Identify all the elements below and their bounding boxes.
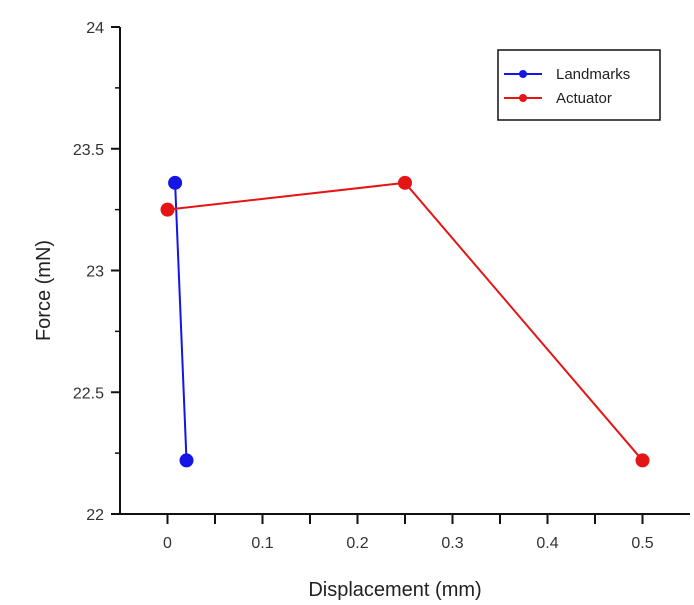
- legend-label: Landmarks: [556, 66, 630, 83]
- x-tick-label: 0.3: [441, 535, 463, 552]
- series-line-actuator: [167, 181, 644, 462]
- legend-entry-landmarks: Landmarks: [504, 66, 630, 83]
- series-landmarks: [168, 175, 194, 468]
- legend-box: [497, 49, 661, 121]
- data-point-actuator: [398, 175, 412, 190]
- legend-label: Actuator: [556, 90, 612, 107]
- x-tick-label: 0: [163, 535, 172, 552]
- y-axis-title: Force (mN): [33, 240, 55, 341]
- legend-entry-actuator: Actuator: [504, 90, 612, 107]
- x-tick-label: 0.2: [346, 535, 368, 552]
- series-actuator: [160, 175, 650, 468]
- series-layer: [160, 175, 650, 468]
- legend-marker: [519, 94, 527, 102]
- data-point-actuator: [160, 202, 175, 217]
- y-tick-label: 24: [86, 20, 104, 37]
- legend-marker: [519, 70, 527, 78]
- legend: Landmarks Actuator: [497, 49, 661, 121]
- y-tick-label: 23.5: [73, 142, 104, 159]
- data-point-landmarks: [168, 175, 183, 190]
- x-tick-label: 0.1: [251, 535, 273, 552]
- x-tick-label: 0.5: [631, 535, 653, 552]
- axes: 22 22.5 23 23.5 24 0 0.1 0.2 0.3 0.4 0.5: [73, 20, 690, 552]
- x-tick-label: 0.4: [536, 535, 558, 552]
- y-tick-label: 22.5: [73, 385, 104, 402]
- y-tick-label: 22: [86, 507, 104, 524]
- x-axis-title: Displacement (mm): [308, 579, 481, 601]
- data-point-actuator: [635, 453, 650, 468]
- data-point-landmarks: [179, 453, 194, 468]
- y-tick-label: 23: [86, 264, 104, 281]
- series-line-landmarks: [174, 182, 188, 461]
